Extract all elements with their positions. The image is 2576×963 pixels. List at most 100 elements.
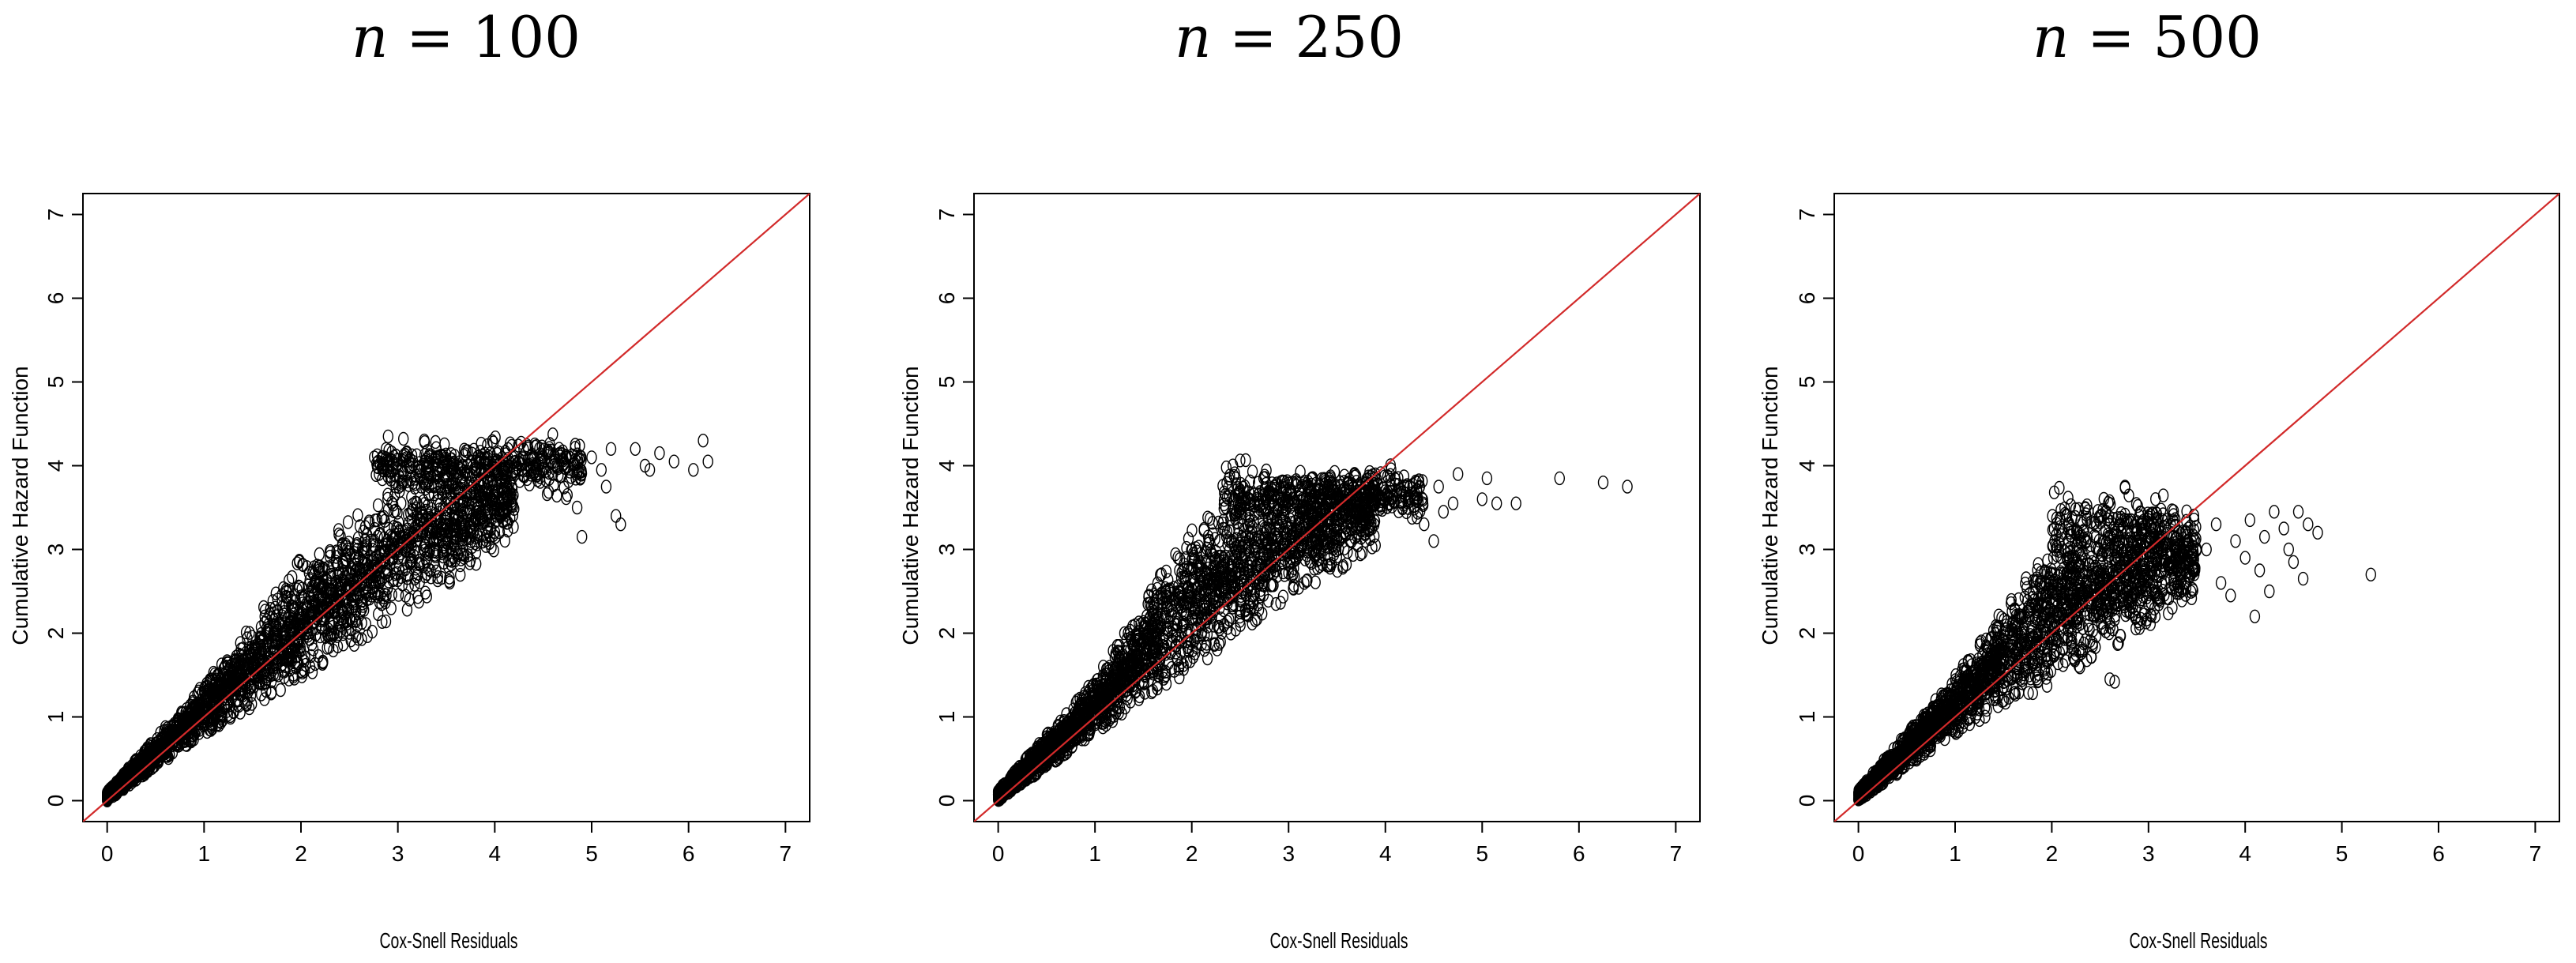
data-point — [1345, 534, 1357, 549]
data-point — [1293, 581, 1304, 595]
data-point — [397, 529, 408, 544]
data-point — [270, 586, 281, 600]
data-point — [316, 593, 327, 608]
data-point — [466, 496, 477, 510]
data-point — [471, 557, 482, 571]
data-point — [291, 556, 303, 570]
data-point — [482, 496, 494, 510]
data-point — [1325, 551, 1336, 566]
panel-title: n = 250 — [1175, 4, 1404, 70]
x-tick-label: 2 — [295, 841, 307, 866]
data-point — [573, 465, 585, 480]
data-point — [516, 435, 527, 450]
y-tick-label: 7 — [43, 209, 68, 221]
data-point — [186, 719, 197, 734]
panel-title-value: 250 — [1296, 4, 1404, 70]
data-point — [310, 575, 321, 589]
data-point — [615, 517, 626, 532]
data-point — [475, 456, 487, 470]
panel-title-eq: = — [388, 4, 472, 70]
data-point — [333, 566, 344, 581]
data-point — [476, 478, 487, 493]
data-point — [423, 460, 434, 474]
data-point — [393, 551, 404, 565]
data-point — [299, 599, 310, 613]
data-point — [333, 523, 344, 537]
data-point — [499, 461, 510, 476]
data-point — [544, 437, 555, 451]
data-point — [644, 463, 656, 477]
x-tick-label: 1 — [1089, 841, 1101, 866]
data-point — [287, 570, 298, 585]
data-point — [269, 627, 280, 641]
data-point — [205, 674, 216, 689]
data-point — [437, 518, 448, 532]
data-point — [194, 705, 205, 719]
data-point — [442, 542, 453, 556]
data-point — [186, 728, 197, 742]
data-point — [1143, 589, 1154, 603]
data-point — [379, 544, 390, 558]
data-point — [352, 574, 363, 589]
data-point — [491, 502, 502, 517]
data-point — [1186, 523, 1198, 537]
data-point — [350, 539, 361, 553]
data-point — [1283, 566, 1294, 580]
data-point — [118, 777, 129, 792]
data-point — [543, 446, 554, 460]
data-point — [397, 474, 408, 488]
data-point — [507, 498, 519, 513]
data-point — [356, 632, 367, 646]
y-tick-label: 6 — [43, 292, 68, 305]
plot-frame — [82, 193, 810, 822]
data-point — [688, 463, 699, 477]
data-point — [294, 580, 305, 594]
x-tick-label: 5 — [1476, 841, 1489, 866]
data-point — [164, 724, 176, 739]
data-point — [457, 459, 469, 473]
data-point — [431, 510, 442, 525]
data-point — [382, 533, 393, 548]
data-point — [336, 612, 348, 626]
data-point — [270, 619, 281, 634]
data-point — [381, 588, 392, 603]
x-tick-label: 7 — [1670, 841, 1683, 866]
data-point — [547, 467, 558, 481]
panel-title-n: n — [352, 4, 388, 70]
data-point — [204, 704, 215, 718]
x-axis-label: Cox-Snell Residuals — [1270, 928, 1408, 953]
data-point — [455, 552, 467, 566]
data-point — [285, 645, 296, 659]
data-point — [262, 642, 273, 656]
y-tick-label: 5 — [935, 376, 959, 389]
data-point — [262, 656, 274, 670]
data-point — [377, 615, 388, 629]
data-point — [1221, 615, 1233, 629]
data-point — [555, 469, 566, 483]
data-point — [218, 681, 229, 695]
data-point — [430, 547, 441, 562]
data-point — [555, 450, 566, 464]
data-point — [220, 691, 231, 706]
y-axis-label: Cumulative Hazard Function — [8, 366, 32, 645]
data-point — [478, 491, 490, 506]
data-point — [306, 637, 318, 652]
data-point — [533, 458, 544, 473]
data-point — [401, 603, 413, 617]
data-point — [296, 581, 307, 596]
data-point — [444, 570, 455, 585]
data-point — [507, 508, 519, 522]
data-point — [338, 614, 349, 629]
data-point — [230, 670, 242, 685]
data-point — [557, 447, 568, 461]
data-point — [444, 575, 455, 590]
data-point — [1224, 534, 1235, 548]
data-point — [470, 545, 482, 560]
panel-title-eq: = — [1211, 4, 1295, 70]
data-point — [1279, 538, 1290, 552]
data-point — [153, 747, 165, 761]
data-point — [244, 626, 255, 640]
data-point — [323, 623, 334, 637]
data-point — [344, 626, 355, 640]
data-point — [1146, 685, 1157, 700]
